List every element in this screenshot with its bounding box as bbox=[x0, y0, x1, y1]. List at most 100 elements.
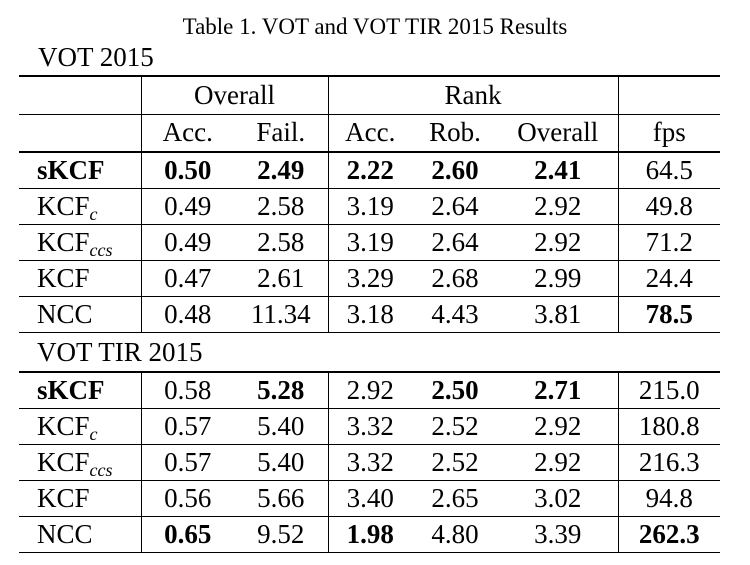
cell-fps: 180.8 bbox=[617, 408, 720, 445]
cell-overall-acc: 0.49 bbox=[140, 224, 234, 261]
tracker-name: KCFc bbox=[19, 188, 141, 225]
cell-overall-fail: 2.61 bbox=[234, 260, 328, 297]
table-row: KCFc 0.57 5.40 3.32 2.52 2.92 180.8 bbox=[19, 408, 720, 445]
tracker-name: KCFccs bbox=[19, 444, 141, 481]
table-row: NCC 0.48 11.34 3.18 4.43 3.81 78.5 bbox=[19, 296, 720, 333]
cell-rank-rob: 2.50 bbox=[412, 371, 498, 409]
cell-overall-acc: 0.57 bbox=[140, 408, 234, 445]
cell-overall-acc: 0.65 bbox=[140, 516, 234, 553]
cell-overall-acc: 0.56 bbox=[140, 480, 234, 517]
tracker-name-subscript: ccs bbox=[89, 240, 113, 260]
cell-rank-rob: 4.43 bbox=[412, 296, 498, 333]
cell-rank-rob: 2.52 bbox=[412, 408, 498, 445]
cell-rank-rob: 2.68 bbox=[412, 260, 498, 297]
cell-overall-fail: 5.28 bbox=[234, 371, 328, 409]
cell-fps: 216.3 bbox=[617, 444, 720, 481]
cell-rank-acc: 3.19 bbox=[327, 224, 412, 261]
cell-rank-overall: 3.39 bbox=[498, 516, 618, 553]
cell-overall-fail: 2.58 bbox=[234, 224, 328, 261]
cell-rank-acc: 2.22 bbox=[327, 151, 412, 189]
table-row: KCFccs 0.57 5.40 3.32 2.52 2.92 216.3 bbox=[19, 444, 720, 481]
table-caption: Table 1. VOT and VOT TIR 2015 Results bbox=[182, 14, 568, 39]
tracker-name-base: KCF bbox=[37, 263, 90, 293]
tracker-name-subscript: c bbox=[89, 424, 98, 444]
cell-rank-rob: 2.64 bbox=[412, 188, 498, 225]
cell-overall-acc: 0.49 bbox=[140, 188, 234, 225]
cell-overall-acc: 0.48 bbox=[140, 296, 234, 333]
cell-rank-acc: 1.98 bbox=[327, 516, 412, 553]
section-title-vottir2015: VOT TIR 2015 bbox=[19, 332, 720, 372]
cell-overall-fail: 5.66 bbox=[234, 480, 328, 517]
tracker-name-base: KCF bbox=[37, 191, 90, 221]
cell-rank-rob: 2.64 bbox=[412, 224, 498, 261]
cell-overall-fail: 2.49 bbox=[234, 151, 328, 189]
col-header-fps: fps bbox=[617, 113, 720, 152]
cell-rank-rob: 2.60 bbox=[412, 151, 498, 189]
cell-fps: 71.2 bbox=[617, 224, 720, 261]
group-header-row: Overall Rank bbox=[19, 75, 720, 114]
tracker-name-subscript: c bbox=[89, 204, 98, 224]
table-row: NCC 0.65 9.52 1.98 4.80 3.39 262.3 bbox=[19, 516, 720, 553]
tracker-name-base: KCF bbox=[37, 411, 90, 441]
cell-rank-rob: 2.52 bbox=[412, 444, 498, 481]
cell-overall-fail: 9.52 bbox=[234, 516, 328, 553]
table-row: sKCF 0.50 2.49 2.22 2.60 2.41 64.5 bbox=[19, 151, 720, 189]
table-row: sKCF 0.58 5.28 2.92 2.50 2.71 215.0 bbox=[19, 371, 720, 409]
cell-fps: 78.5 bbox=[617, 296, 720, 333]
cell-rank-overall: 3.81 bbox=[498, 296, 618, 333]
cell-rank-overall: 2.71 bbox=[498, 371, 618, 409]
cell-rank-rob: 2.65 bbox=[412, 480, 498, 517]
col-header-rank-rob: Rob. bbox=[412, 113, 498, 152]
section-row: VOT TIR 2015 bbox=[19, 332, 720, 372]
cell-fps: 24.4 bbox=[617, 260, 720, 297]
cell-overall-acc: 0.58 bbox=[140, 371, 234, 409]
cell-rank-acc: 3.32 bbox=[327, 408, 412, 445]
cell-rank-overall: 2.92 bbox=[498, 408, 618, 445]
tracker-name-base: sKCF bbox=[37, 375, 105, 405]
cell-fps: 94.8 bbox=[617, 480, 720, 517]
cell-overall-fail: 5.40 bbox=[234, 444, 328, 481]
results-table: Overall Rank Acc. Fail. Acc. Rob. Overal… bbox=[19, 75, 720, 553]
tracker-name: KCFc bbox=[19, 408, 141, 445]
cell-rank-overall: 2.92 bbox=[498, 188, 618, 225]
col-header-rank-acc: Acc. bbox=[327, 113, 412, 152]
col-header-rank-overall: Overall bbox=[498, 113, 618, 152]
col-header-overall-acc: Acc. bbox=[140, 113, 234, 152]
cell-overall-acc: 0.47 bbox=[140, 260, 234, 297]
tracker-name: KCFccs bbox=[19, 224, 141, 261]
column-header-row: Acc. Fail. Acc. Rob. Overall fps bbox=[19, 113, 720, 152]
cell-rank-acc: 3.40 bbox=[327, 480, 412, 517]
table-row: KCF 0.56 5.66 3.40 2.65 3.02 94.8 bbox=[19, 480, 720, 517]
cell-rank-acc: 3.32 bbox=[327, 444, 412, 481]
cell-fps: 262.3 bbox=[617, 516, 720, 553]
tracker-name: KCF bbox=[19, 480, 141, 517]
cell-overall-fail: 2.58 bbox=[234, 188, 328, 225]
col-header-overall-fail: Fail. bbox=[234, 113, 328, 152]
tracker-name: NCC bbox=[19, 296, 141, 333]
tracker-name-base: sKCF bbox=[37, 155, 105, 185]
cell-rank-overall: 2.41 bbox=[498, 151, 618, 189]
cell-rank-acc: 2.92 bbox=[327, 371, 412, 409]
cell-overall-fail: 5.40 bbox=[234, 408, 328, 445]
group-header-rank: Rank bbox=[327, 75, 618, 114]
tracker-name-base: KCF bbox=[37, 483, 90, 513]
tracker-name-base: KCF bbox=[37, 227, 90, 257]
cell-fps: 49.8 bbox=[617, 188, 720, 225]
group-header-empty bbox=[617, 75, 720, 114]
cell-overall-fail: 11.34 bbox=[234, 296, 328, 333]
section-title-vot2015: VOT 2015 bbox=[38, 42, 154, 72]
cell-rank-overall: 2.99 bbox=[498, 260, 618, 297]
cell-fps: 64.5 bbox=[617, 151, 720, 189]
tracker-name: KCF bbox=[19, 260, 141, 297]
group-header-overall: Overall bbox=[140, 75, 328, 114]
cell-rank-overall: 2.92 bbox=[498, 224, 618, 261]
tracker-name-base: KCF bbox=[37, 447, 90, 477]
cell-rank-overall: 2.92 bbox=[498, 444, 618, 481]
table-row: KCFccs 0.49 2.58 3.19 2.64 2.92 71.2 bbox=[19, 224, 720, 261]
tracker-name-base: NCC bbox=[37, 299, 93, 329]
tracker-name: NCC bbox=[19, 516, 141, 553]
tracker-name: sKCF bbox=[19, 151, 141, 189]
table-row: KCFc 0.49 2.58 3.19 2.64 2.92 49.8 bbox=[19, 188, 720, 225]
table-row: KCF 0.47 2.61 3.29 2.68 2.99 24.4 bbox=[19, 260, 720, 297]
